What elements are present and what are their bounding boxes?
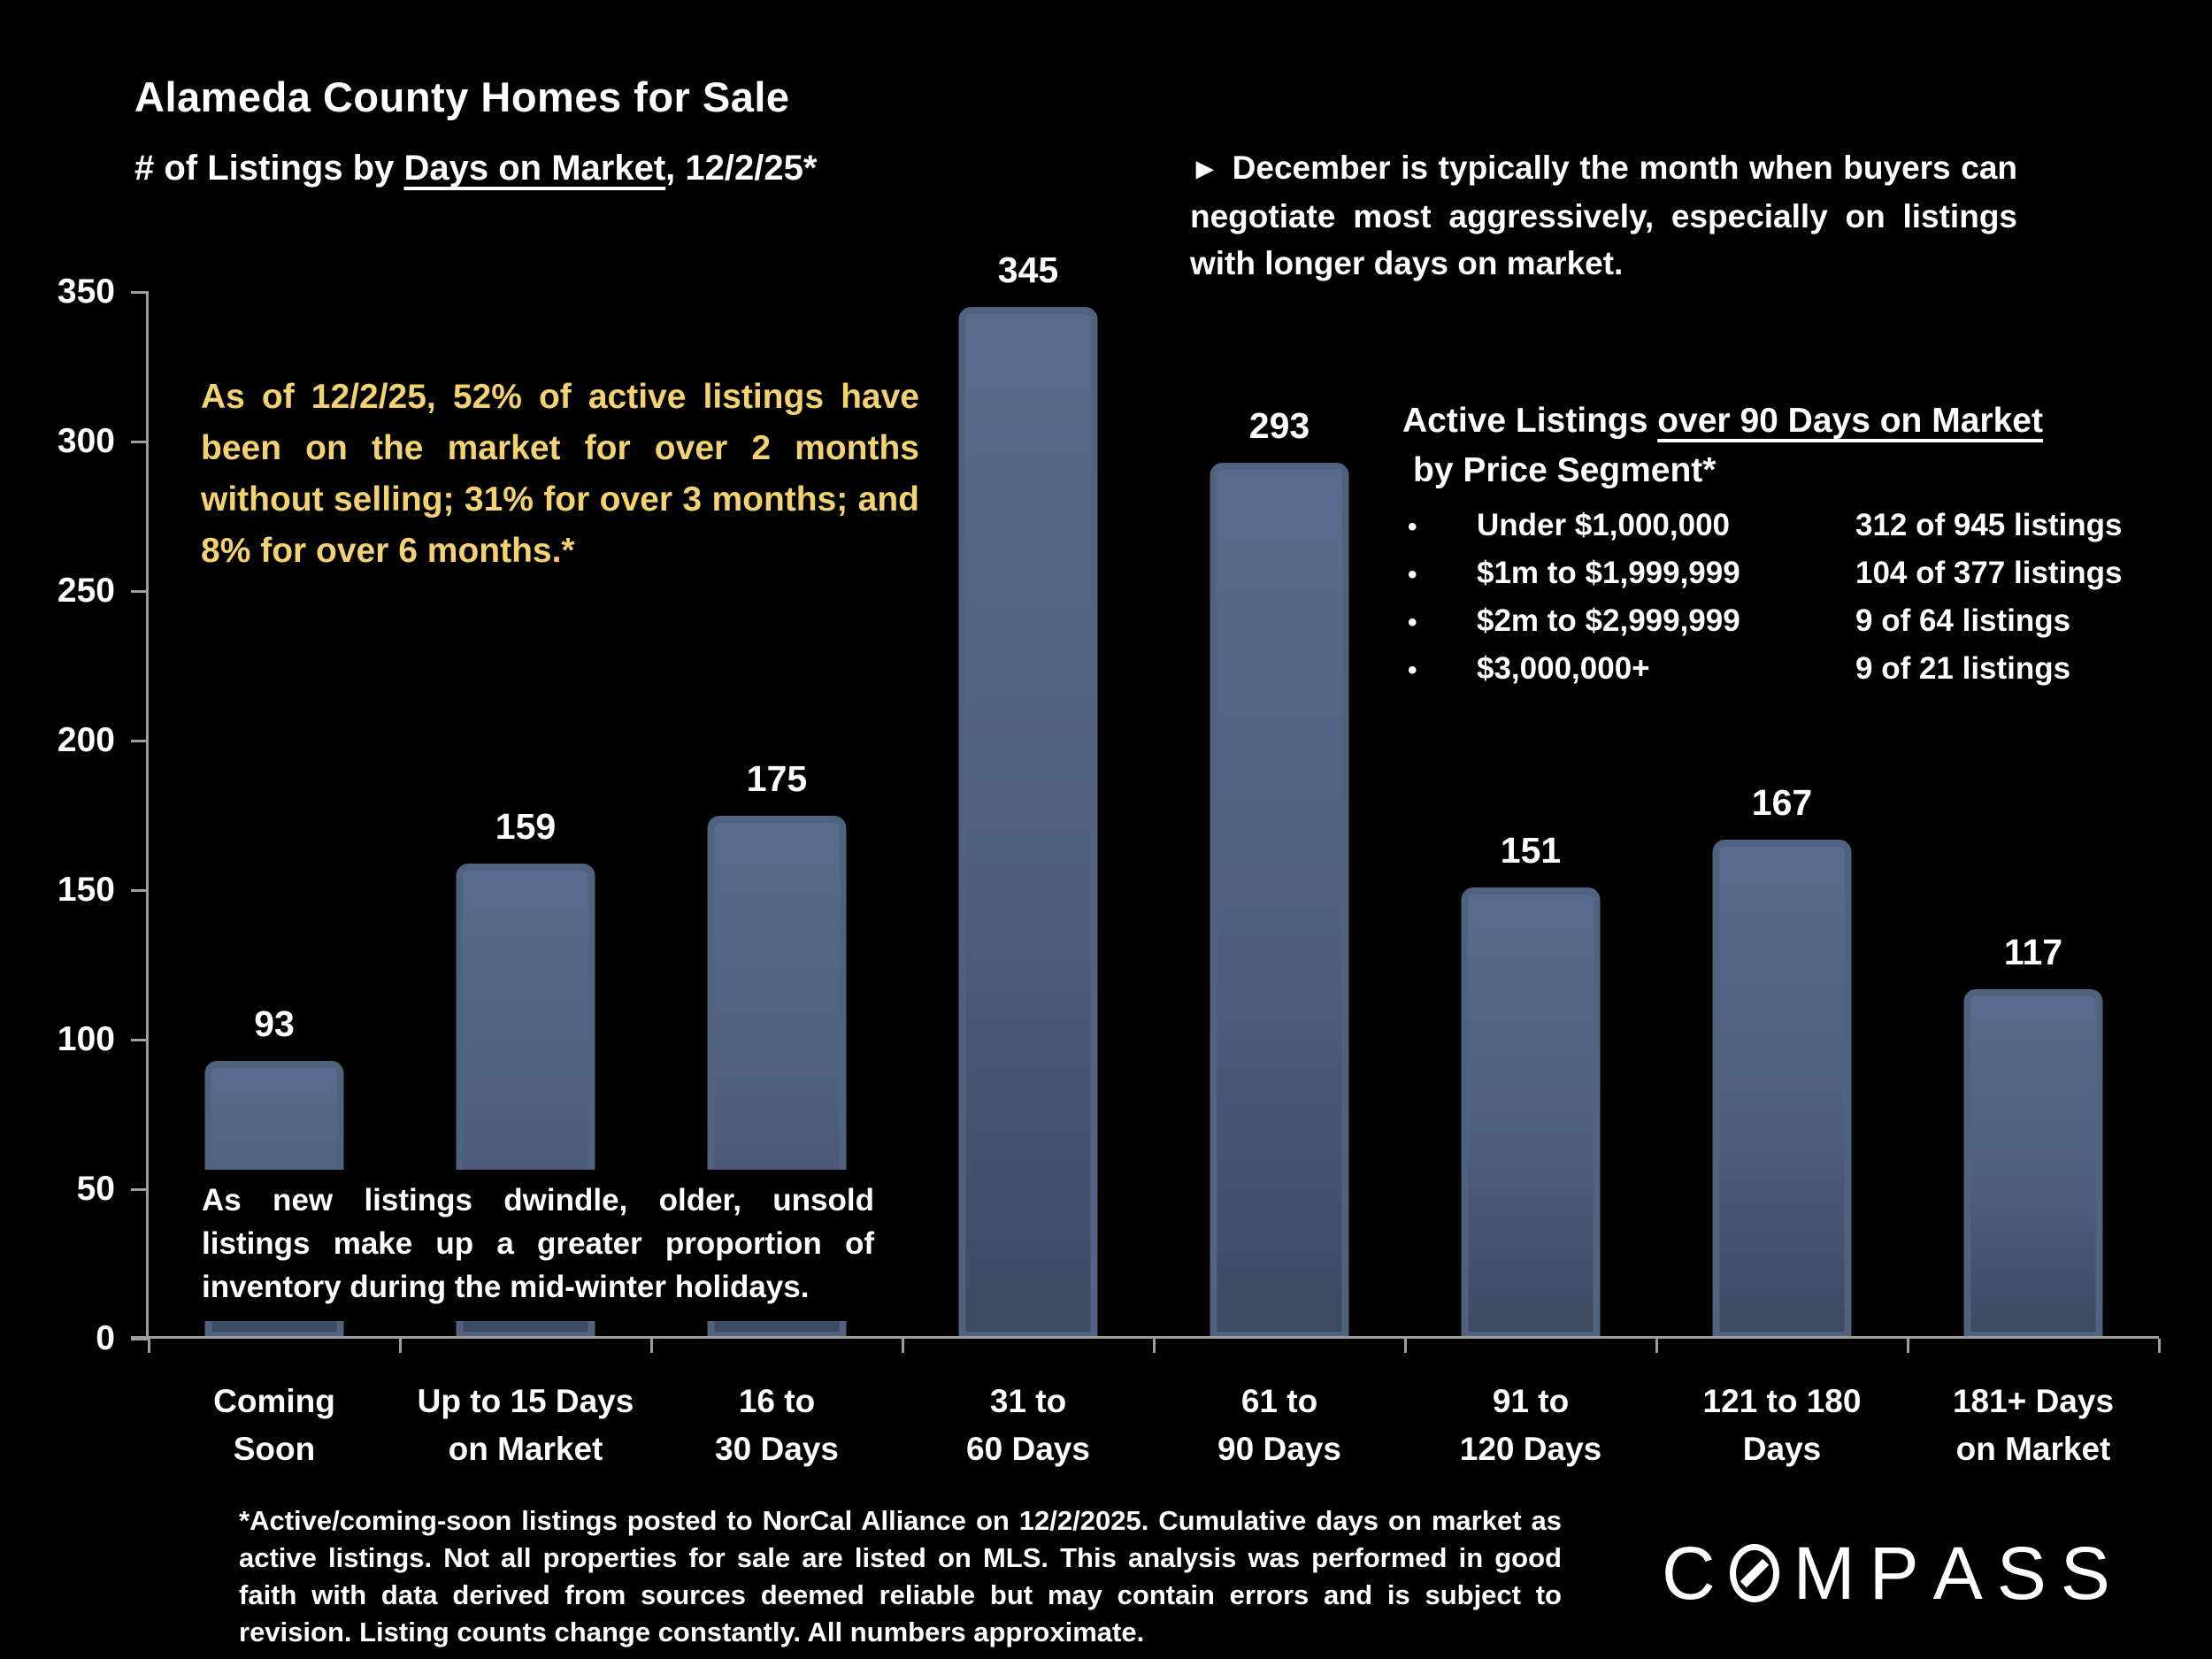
bar-chart: 0 50 100 150 200 250 300 350 93 Coming Soon 159 Up … bbox=[58, 250, 2161, 1467]
segment-label: $1m to $1,999,999 bbox=[1477, 556, 1740, 590]
bullet-icon: • bbox=[1408, 608, 1417, 637]
price-segment-panel: Active Listings over 90 Days on Market by… bbox=[1402, 396, 2203, 699]
subtitle-suffix: , 12/2/25* bbox=[665, 149, 818, 188]
pointer-triangle-icon: ► bbox=[1190, 152, 1220, 186]
price-segment-heading: Active Listings over 90 Days on Market by… bbox=[1402, 396, 2203, 495]
x-axis-category-label: 91 to 120 Days bbox=[1459, 1383, 1602, 1467]
subtitle-underlined: Days on Market bbox=[403, 149, 666, 188]
segment-heading-underlined: over 90 Days on Market bbox=[1657, 402, 2043, 440]
bar-value-label: 151 bbox=[1500, 829, 1562, 871]
logo-letter: P bbox=[1869, 1532, 1919, 1615]
bar-value-label: 167 bbox=[1751, 781, 1813, 823]
y-axis-label: 0 bbox=[96, 1319, 115, 1357]
x-axis-category-label: 16 to 30 Days bbox=[715, 1383, 839, 1467]
x-axis-category-label: Coming Soon bbox=[213, 1383, 335, 1467]
bar-91-to-120-days bbox=[1461, 887, 1601, 1339]
y-axis-label: 150 bbox=[57, 871, 115, 909]
x-axis-tick bbox=[398, 1339, 402, 1353]
logo-letter: C bbox=[1662, 1532, 1716, 1615]
logo-o-icon bbox=[1729, 1544, 1779, 1602]
x-axis-tick bbox=[1403, 1339, 1407, 1353]
price-segment-list: • Under $1,000,000 312 of 945 listings • $1m… bbox=[1402, 508, 2203, 699]
midwinter-note: As new listings dwindle, older, unsold l… bbox=[188, 1170, 887, 1321]
bar-value-label: 159 bbox=[495, 805, 557, 847]
segment-label: $3,000,000+ bbox=[1477, 651, 1650, 686]
bullet-icon: • bbox=[1408, 656, 1417, 685]
segment-value: 9 of 21 listings bbox=[1855, 651, 2071, 686]
price-segment-row: • Under $1,000,000 312 of 945 listings bbox=[1402, 508, 2203, 556]
y-axis-tick bbox=[131, 888, 149, 892]
december-note-text: December is typically the month when buy… bbox=[1190, 150, 2017, 281]
segment-value: 9 of 64 listings bbox=[1855, 603, 2071, 638]
segment-heading-prefix: Active Listings bbox=[1402, 402, 1658, 440]
x-axis-tick bbox=[147, 1339, 150, 1353]
bar-slot-61-to-90-days: 293 61 to 90 Days bbox=[1154, 292, 1405, 1467]
x-axis-tick bbox=[901, 1339, 904, 1353]
bullet-icon: • bbox=[1408, 560, 1417, 589]
y-axis-label: 200 bbox=[57, 721, 115, 759]
y-axis-label: 100 bbox=[57, 1020, 115, 1058]
y-axis-label: 250 bbox=[57, 572, 115, 610]
y-axis-label: 300 bbox=[57, 422, 115, 460]
x-axis-line bbox=[131, 1336, 2159, 1339]
compass-needle-icon bbox=[1740, 1558, 1769, 1588]
bar-value-label: 293 bbox=[1248, 404, 1310, 446]
bar-31-to-60-days bbox=[958, 306, 1098, 1339]
y-axis-tick bbox=[131, 739, 149, 742]
segment-label: Under $1,000,000 bbox=[1477, 508, 1731, 542]
x-axis-category-label: 61 to 90 Days bbox=[1217, 1383, 1341, 1467]
x-axis-category-label: 121 to 180 Days bbox=[1702, 1383, 1862, 1467]
bar-value-label: 93 bbox=[254, 1002, 295, 1044]
x-axis-tick bbox=[1152, 1339, 1156, 1353]
y-axis-tick bbox=[131, 440, 149, 443]
x-axis-tick bbox=[1655, 1339, 1658, 1353]
x-axis-category-label: Up to 15 Days on Market bbox=[417, 1383, 634, 1467]
x-axis-category-label: 31 to 60 Days bbox=[966, 1383, 1090, 1467]
bar-value-label: 117 bbox=[2003, 931, 2063, 972]
y-axis-tick bbox=[131, 1187, 149, 1191]
price-segment-row: • $3,000,000+ 9 of 21 listings bbox=[1402, 651, 2203, 699]
page-title: Alameda County Homes for Sale bbox=[134, 73, 790, 120]
bar-61-to-90-days bbox=[1210, 462, 1349, 1339]
price-segment-row: • $2m to $2,999,999 9 of 64 listings bbox=[1402, 603, 2203, 651]
y-axis-label: 350 bbox=[57, 273, 115, 311]
logo-letter: M bbox=[1793, 1532, 1855, 1615]
logo-letter: A bbox=[1932, 1532, 1983, 1615]
active-listings-highlight-note: As of 12/2/25, 52% of active listings ha… bbox=[201, 378, 919, 570]
x-axis-category-label: 181+ Days on Market bbox=[1952, 1383, 2115, 1467]
bar-slot-121-to-180-days: 167 121 to 180 Days bbox=[1656, 292, 1908, 1467]
page-subtitle: # of Listings by Days on Market, 12/2/25… bbox=[134, 149, 817, 188]
y-axis-label: 50 bbox=[76, 1170, 115, 1208]
bar-181-days-on-market bbox=[1963, 988, 2103, 1339]
x-axis-tick bbox=[1906, 1339, 1909, 1353]
y-axis-tick bbox=[131, 1038, 149, 1041]
bar-slot-181-days-on-market: 117 181+ Days on Market bbox=[1908, 292, 2159, 1467]
price-segment-row: • $1m to $1,999,999 104 of 377 listings bbox=[1402, 556, 2203, 603]
segment-value: 104 of 377 listings bbox=[1855, 556, 2123, 590]
segment-heading-line2: by Price Segment* bbox=[1413, 451, 1717, 489]
bar-value-label: 175 bbox=[746, 757, 808, 799]
subtitle-prefix: # of Listings by bbox=[134, 149, 404, 188]
bullet-icon: • bbox=[1408, 512, 1417, 541]
bar-value-label: 345 bbox=[997, 249, 1059, 290]
y-axis-tick bbox=[131, 290, 149, 294]
x-axis-tick bbox=[649, 1339, 653, 1353]
y-axis-tick bbox=[131, 1337, 149, 1340]
logo-letter: S bbox=[2060, 1532, 2110, 1615]
x-axis-tick bbox=[2157, 1339, 2161, 1353]
bar-121-to-180-days bbox=[1712, 839, 1852, 1339]
footnote: *Active/coming-soon listings posted to N… bbox=[239, 1505, 1562, 1647]
logo-letter: S bbox=[1996, 1532, 2047, 1615]
december-note: ► December is typically the month when bu… bbox=[1190, 144, 2017, 287]
bar-slot-91-to-120-days: 151 91 to 120 Days bbox=[1405, 292, 1656, 1467]
bar-slot-31-to-60-days: 345 31 to 60 Days bbox=[902, 250, 1154, 1467]
y-axis-tick bbox=[131, 589, 149, 593]
segment-value: 312 of 945 listings bbox=[1855, 508, 2123, 542]
segment-label: $2m to $2,999,999 bbox=[1477, 603, 1740, 638]
